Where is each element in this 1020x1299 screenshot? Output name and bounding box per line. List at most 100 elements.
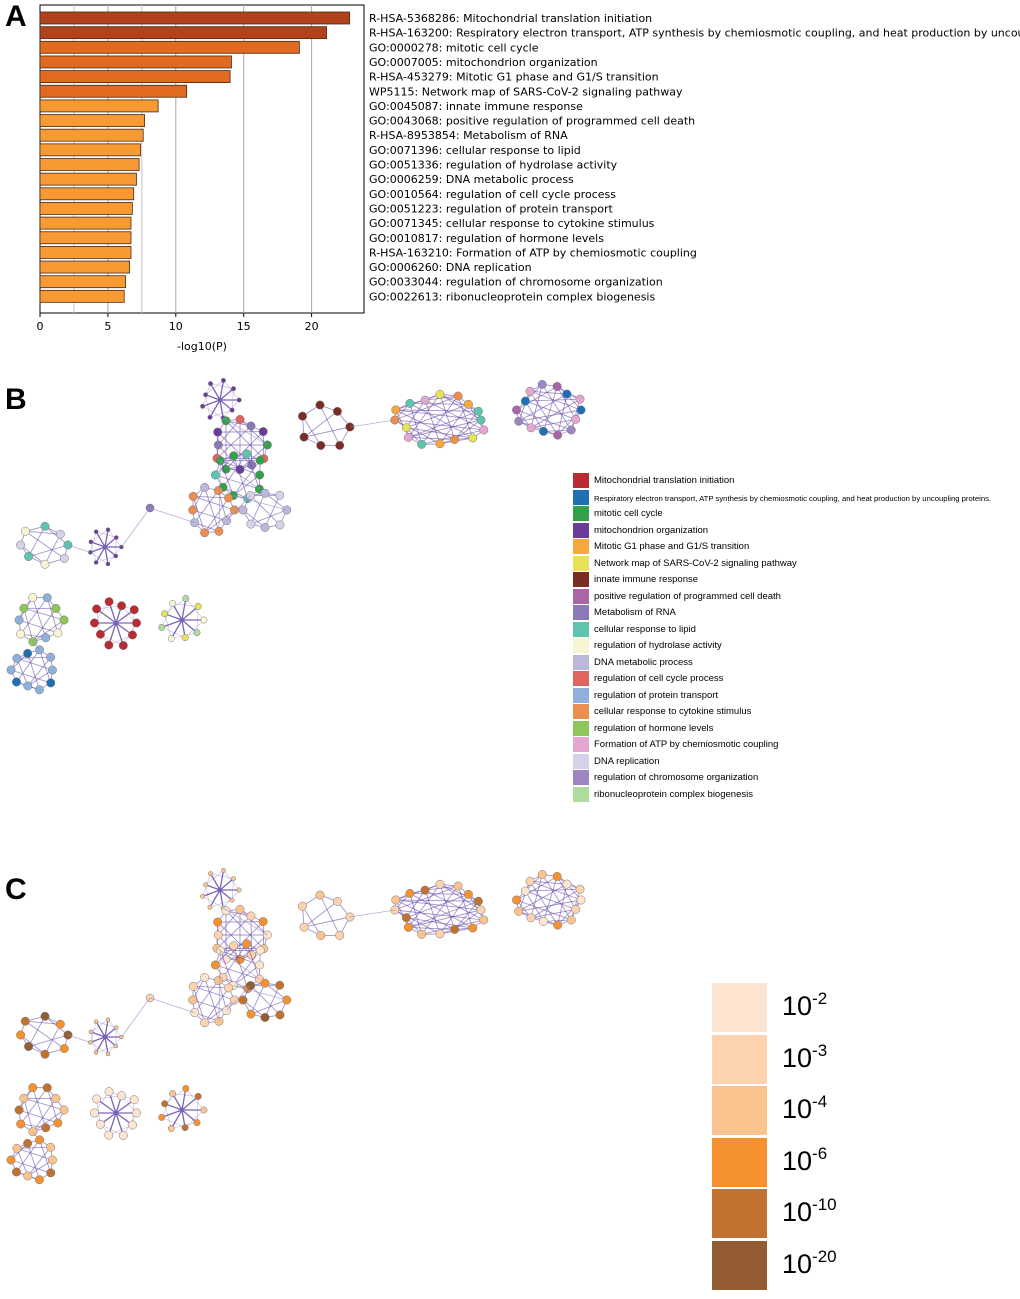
network-node xyxy=(14,1105,24,1115)
network-edge xyxy=(232,460,261,496)
network-node xyxy=(104,1087,114,1097)
bar-label: GO:0051336: regulation of hydrolase acti… xyxy=(369,159,618,172)
network-edge xyxy=(217,431,264,433)
network-edge xyxy=(161,619,183,629)
network-edge xyxy=(95,1036,106,1053)
legend-swatch xyxy=(573,555,589,571)
network-edge xyxy=(44,534,61,565)
network-node xyxy=(161,610,169,618)
network-node xyxy=(114,535,119,540)
bar xyxy=(39,172,137,186)
network-edge xyxy=(439,393,479,412)
legend-label: DNA metabolic process xyxy=(594,656,693,668)
bar xyxy=(39,216,132,230)
scale-entry: 10-2 xyxy=(712,983,872,1035)
network-node xyxy=(463,889,473,899)
network-edge xyxy=(454,410,479,440)
network-node xyxy=(213,440,223,450)
network-node xyxy=(95,1119,105,1129)
network-edge xyxy=(250,495,281,526)
legend-entry: positive regulation of programmed cell d… xyxy=(573,588,1018,606)
network-edge xyxy=(27,656,51,687)
legend-label: positive regulation of programmed cell d… xyxy=(594,590,781,602)
scale-label: 10-10 xyxy=(782,1195,837,1227)
bar-label: GO:0006259: DNA metabolic process xyxy=(369,173,574,186)
network-node xyxy=(391,895,401,905)
network-edge xyxy=(222,453,248,488)
network-node xyxy=(514,906,524,916)
network-edge xyxy=(95,1021,106,1038)
legend-swatch xyxy=(573,687,589,703)
network-edge xyxy=(95,555,116,563)
network-edge xyxy=(27,1146,51,1177)
network-node xyxy=(113,553,119,559)
network-node xyxy=(576,405,586,415)
network-edge xyxy=(217,431,252,466)
network-node xyxy=(93,1019,99,1024)
network-node xyxy=(92,1094,102,1104)
network-edge xyxy=(518,409,582,422)
network-edge xyxy=(233,945,249,989)
network-edge xyxy=(518,393,568,422)
panel-label-a: A xyxy=(5,0,27,33)
network-edge xyxy=(209,399,221,418)
legend-label: mitochondrion organization xyxy=(594,524,709,536)
network-edge xyxy=(219,889,224,908)
network-edge xyxy=(232,950,261,986)
scale-label: 10-4 xyxy=(782,1092,828,1124)
network-edge xyxy=(570,889,581,921)
legend-entry: regulation of hormone levels xyxy=(573,720,1018,738)
x-axis-title: -log10(P) xyxy=(177,340,227,353)
network-node xyxy=(167,1125,175,1132)
network-edge xyxy=(209,899,233,908)
legend-label: Respiratory electron transport, ATP synt… xyxy=(594,493,992,503)
network-edge xyxy=(90,1036,106,1043)
bar-label: R-HSA-163200: Respiratory electron trans… xyxy=(369,27,1020,40)
network-edge xyxy=(408,884,441,928)
network-edge xyxy=(239,909,268,936)
network-edge xyxy=(216,457,260,490)
network-node xyxy=(200,893,206,899)
network-node xyxy=(6,665,16,675)
network-node xyxy=(246,519,256,529)
network-edge xyxy=(222,943,248,978)
network-edge xyxy=(95,531,106,548)
network-edge xyxy=(27,669,53,687)
network-edge xyxy=(16,656,51,659)
network-edge xyxy=(530,888,581,919)
legend-label: regulation of hydrolase activity xyxy=(594,640,722,651)
scale-swatch xyxy=(712,1189,767,1238)
network-node xyxy=(53,628,63,638)
network-edge xyxy=(408,394,441,438)
network-node xyxy=(12,1143,22,1153)
bar xyxy=(39,202,133,215)
network-node xyxy=(213,486,223,496)
network-node xyxy=(167,635,175,642)
network-edge xyxy=(557,394,568,436)
network-node xyxy=(59,1105,69,1115)
legend-label: regulation of hormone levels xyxy=(594,722,714,734)
network-edge xyxy=(28,544,69,557)
network-edge xyxy=(20,1034,46,1055)
network-node xyxy=(104,1130,114,1140)
network-node xyxy=(553,430,563,440)
network-edge xyxy=(246,943,260,980)
network-node xyxy=(238,505,248,515)
network-edge xyxy=(264,495,281,528)
network-edge xyxy=(96,531,117,538)
network-edge xyxy=(406,889,426,918)
network-edge xyxy=(395,409,409,438)
network-node xyxy=(345,912,355,922)
network-edge xyxy=(32,608,57,643)
network-node xyxy=(210,470,220,480)
network-node xyxy=(231,876,236,882)
network-node xyxy=(315,400,325,410)
network-node xyxy=(236,887,242,893)
network-node xyxy=(59,615,69,625)
network-edge xyxy=(233,985,287,1001)
network-edge xyxy=(170,1109,183,1129)
legend-entry: Formation of ATP by chemiosmotic couplin… xyxy=(573,737,1018,754)
network-edge xyxy=(28,526,46,557)
network-edge xyxy=(454,900,479,930)
network-node xyxy=(553,920,563,930)
